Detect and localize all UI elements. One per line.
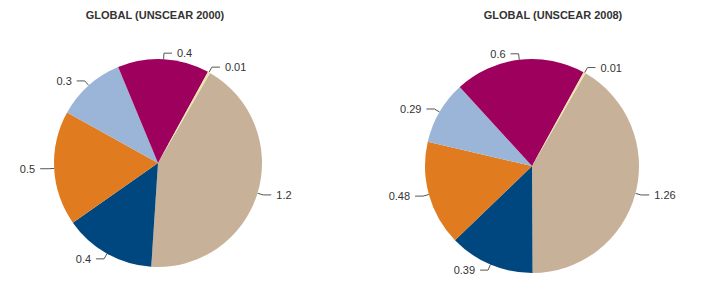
svg-text:0.01: 0.01 [225, 61, 246, 73]
svg-text:GLOBAL (UNSCEAR 2008): GLOBAL (UNSCEAR 2008) [484, 9, 623, 21]
svg-text:0.4: 0.4 [76, 253, 91, 265]
svg-text:0.01: 0.01 [600, 62, 621, 74]
svg-text:0.6: 0.6 [490, 48, 505, 60]
svg-text:1.2: 1.2 [276, 189, 291, 201]
svg-text:0.48: 0.48 [389, 190, 410, 202]
svg-text:0.5: 0.5 [20, 163, 35, 175]
svg-text:0.3: 0.3 [56, 75, 71, 87]
svg-text:1.26: 1.26 [654, 189, 675, 201]
svg-text:0.39: 0.39 [454, 264, 475, 276]
svg-text:0.4: 0.4 [177, 47, 192, 59]
svg-text:0.29: 0.29 [400, 103, 421, 115]
svg-text:GLOBAL (UNSCEAR 2000): GLOBAL (UNSCEAR 2000) [86, 9, 225, 21]
